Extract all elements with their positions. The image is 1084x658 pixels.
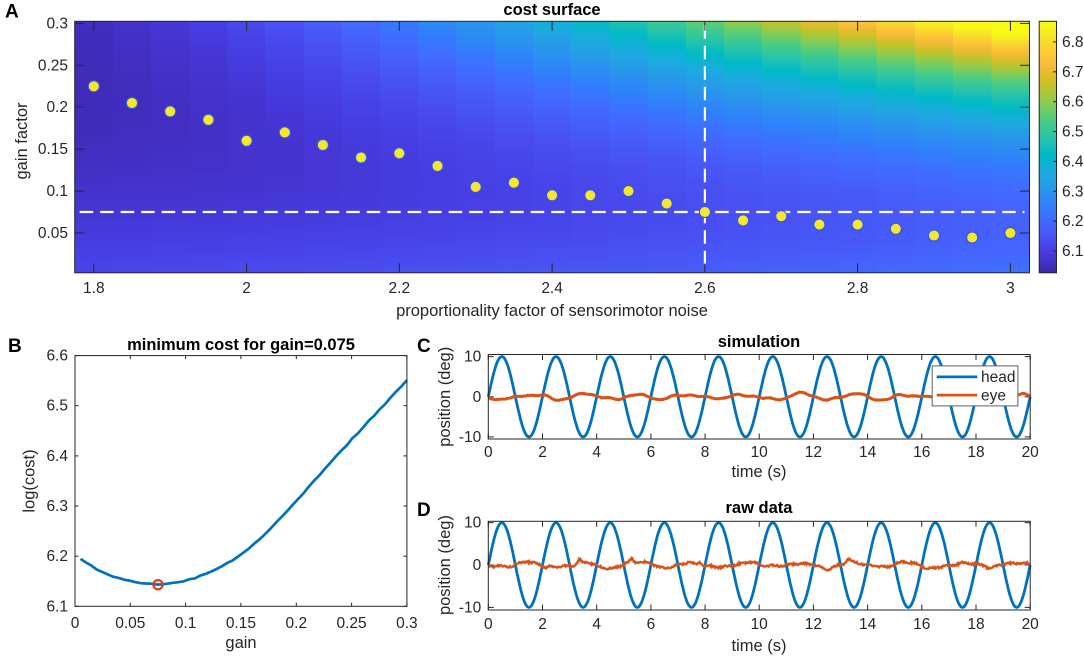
svg-text:14: 14 (859, 616, 877, 633)
svg-text:minimum cost for gain=0.075: minimum cost for gain=0.075 (127, 336, 355, 354)
svg-text:6.1: 6.1 (46, 598, 68, 615)
svg-text:8: 8 (701, 616, 710, 633)
svg-text:14: 14 (859, 444, 877, 461)
svg-text:C: C (417, 336, 431, 357)
svg-text:2.2: 2.2 (389, 280, 411, 297)
svg-text:6: 6 (647, 444, 656, 461)
svg-text:3: 3 (1006, 280, 1015, 297)
svg-text:2.8: 2.8 (847, 280, 869, 297)
svg-text:0: 0 (473, 389, 482, 406)
svg-text:2: 2 (538, 616, 547, 633)
svg-text:18: 18 (967, 616, 984, 633)
svg-text:0.2: 0.2 (46, 99, 68, 116)
svg-text:12: 12 (805, 444, 822, 461)
svg-text:0.25: 0.25 (38, 57, 68, 74)
svg-text:2.4: 2.4 (541, 280, 563, 297)
svg-text:20: 20 (1022, 616, 1040, 633)
svg-text:0.15: 0.15 (226, 615, 256, 632)
svg-text:0.1: 0.1 (46, 183, 68, 200)
svg-text:2: 2 (538, 444, 547, 461)
svg-text:-10: -10 (459, 429, 482, 446)
svg-text:A: A (5, 2, 19, 23)
svg-text:0: 0 (473, 557, 482, 574)
svg-text:raw data: raw data (726, 499, 794, 517)
svg-text:6.4: 6.4 (46, 448, 68, 465)
svg-text:6.1: 6.1 (1062, 243, 1084, 260)
svg-text:0.2: 0.2 (286, 615, 308, 632)
svg-text:time (s): time (s) (732, 637, 787, 655)
svg-text:6.8: 6.8 (1062, 34, 1084, 51)
svg-text:6: 6 (647, 616, 656, 633)
svg-text:6.7: 6.7 (1062, 64, 1084, 81)
svg-text:20: 20 (1022, 444, 1040, 461)
svg-text:-10: -10 (459, 599, 482, 616)
svg-text:time (s): time (s) (732, 463, 787, 481)
svg-text:0.3: 0.3 (396, 615, 418, 632)
svg-text:12: 12 (805, 616, 822, 633)
svg-text:D: D (417, 500, 431, 521)
svg-text:B: B (8, 336, 22, 357)
svg-text:0: 0 (484, 444, 493, 461)
svg-text:8: 8 (701, 444, 710, 461)
svg-text:2: 2 (242, 280, 251, 297)
svg-text:0: 0 (71, 615, 80, 632)
svg-text:6.2: 6.2 (1062, 213, 1084, 230)
svg-text:0.05: 0.05 (38, 225, 68, 242)
svg-text:16: 16 (913, 444, 930, 461)
svg-text:18: 18 (967, 444, 984, 461)
svg-text:6.2: 6.2 (46, 548, 68, 565)
svg-text:6.6: 6.6 (46, 348, 68, 365)
svg-text:10: 10 (464, 349, 482, 366)
svg-text:6.3: 6.3 (1062, 183, 1084, 200)
svg-text:0.25: 0.25 (337, 615, 367, 632)
svg-text:6.5: 6.5 (46, 398, 68, 415)
svg-text:6.3: 6.3 (46, 498, 68, 515)
svg-text:0: 0 (484, 616, 493, 633)
svg-text:2.6: 2.6 (694, 280, 716, 297)
svg-text:cost surface: cost surface (503, 1, 600, 19)
svg-text:4: 4 (592, 616, 601, 633)
svg-text:6.5: 6.5 (1062, 124, 1084, 141)
svg-text:position (deg): position (deg) (436, 347, 454, 447)
svg-text:0.05: 0.05 (115, 615, 145, 632)
svg-text:log(cost): log(cost) (21, 449, 39, 512)
svg-text:proportionality factor of sens: proportionality factor of sensorimotor n… (396, 302, 708, 320)
svg-text:6.6: 6.6 (1062, 94, 1084, 111)
svg-text:gain: gain (225, 634, 256, 652)
svg-text:10: 10 (751, 616, 769, 633)
svg-text:head: head (981, 369, 1015, 386)
svg-text:position (deg): position (deg) (436, 515, 454, 615)
svg-text:0.15: 0.15 (38, 141, 68, 158)
svg-text:simulation: simulation (718, 333, 801, 351)
svg-text:0.3: 0.3 (46, 15, 68, 32)
svg-text:10: 10 (751, 444, 769, 461)
svg-text:4: 4 (592, 444, 601, 461)
svg-text:10: 10 (464, 515, 482, 532)
svg-text:0.1: 0.1 (175, 615, 197, 632)
svg-text:16: 16 (913, 616, 930, 633)
svg-text:6.4: 6.4 (1062, 153, 1084, 170)
svg-text:eye: eye (981, 388, 1006, 405)
svg-text:1.8: 1.8 (83, 280, 105, 297)
svg-text:gain factor: gain factor (13, 102, 31, 180)
